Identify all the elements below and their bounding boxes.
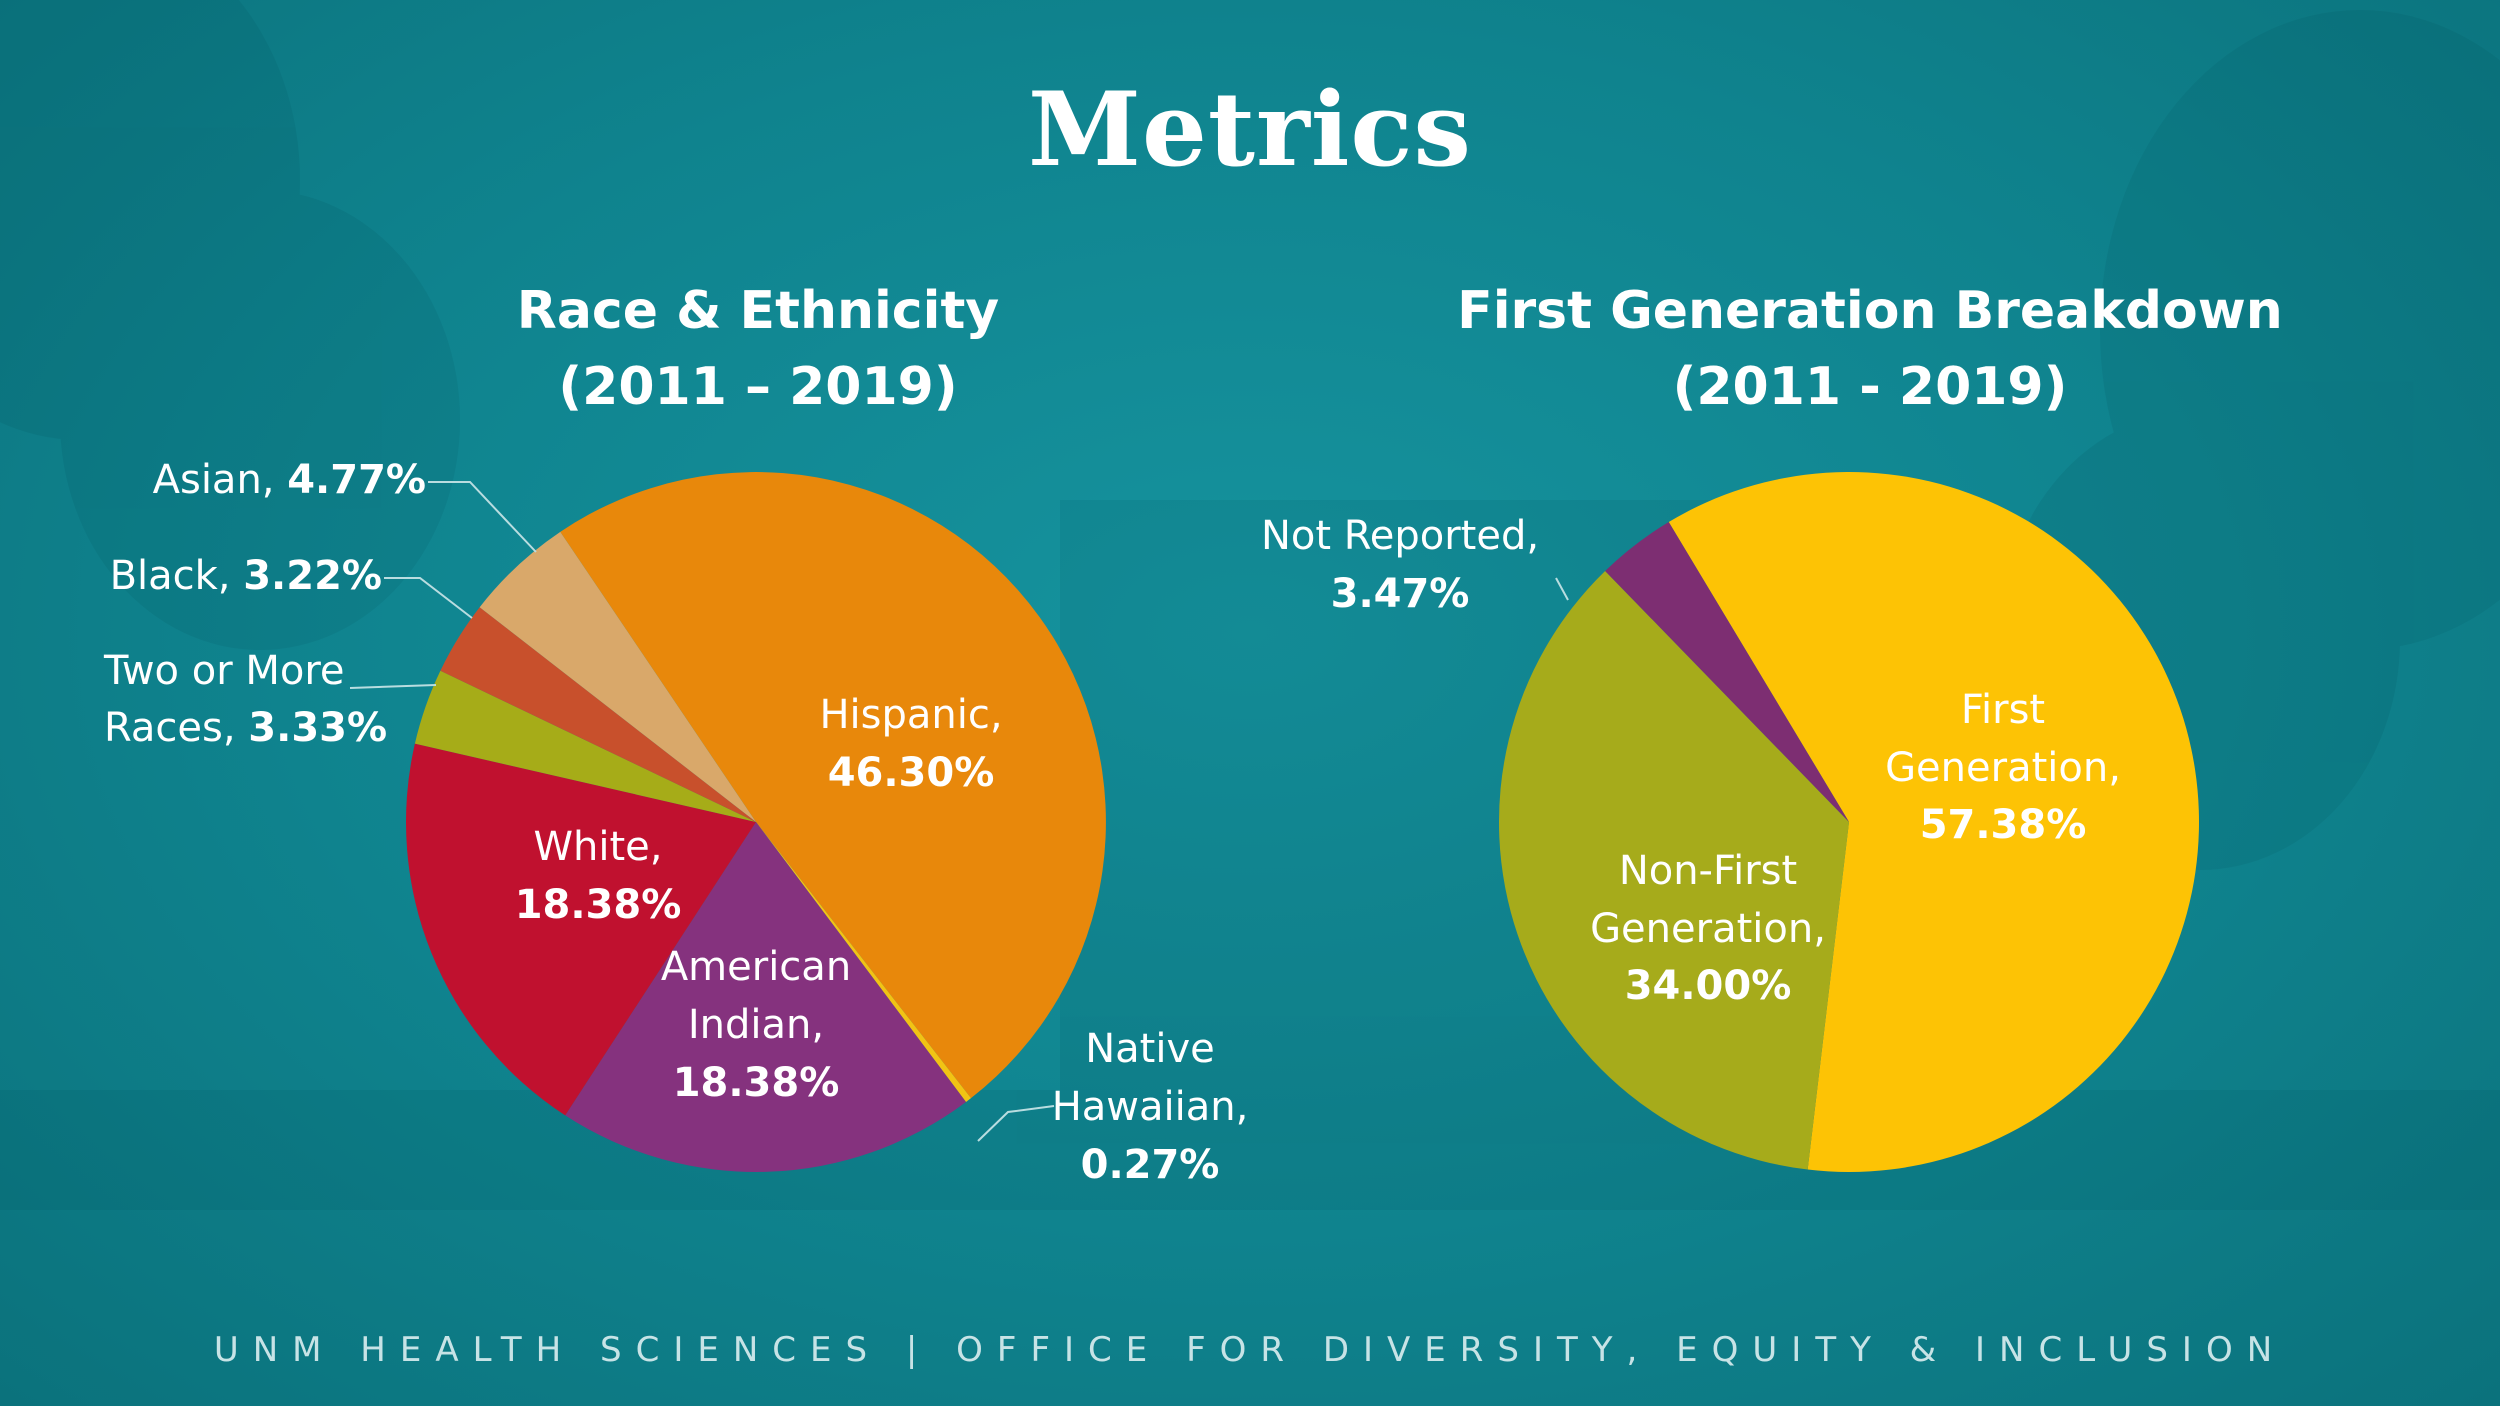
page-title: Metrics bbox=[1028, 70, 1472, 190]
firstgen-slice-not-reported bbox=[1605, 521, 1849, 822]
black-label: Black, 3.22% bbox=[110, 553, 382, 599]
asian-leader-line bbox=[428, 481, 537, 553]
firstgen-slice-non-first-generation bbox=[1498, 570, 1849, 1170]
race-chart-title-line2: (2011 – 2019) bbox=[558, 357, 958, 417]
race-pie bbox=[405, 472, 1106, 1172]
american-indian-value: 18.38% bbox=[673, 1060, 840, 1106]
race-slice-two-or-more-races bbox=[414, 670, 756, 822]
race-slice-american-indian bbox=[565, 822, 967, 1172]
two-races-value: 3.33% bbox=[248, 705, 387, 751]
native-hawaiian-value: 0.27% bbox=[1081, 1142, 1220, 1188]
race-chart-title-line1: Race & Ethnicity bbox=[516, 281, 1000, 341]
two-races-leader-line bbox=[349, 684, 437, 689]
race-slice-native-hawaiian bbox=[756, 822, 971, 1102]
first-generation-value: 57.38% bbox=[1920, 802, 2087, 848]
firstgen-chart-title-line1: First Generation Breakdown bbox=[1457, 281, 2283, 341]
american-indian-label-line1: American bbox=[661, 944, 851, 990]
race-chart-title: Race & Ethnicity (2011 – 2019) bbox=[458, 273, 1058, 425]
firstgen-chart-title-line2: (2011 - 2019) bbox=[1672, 357, 2068, 417]
native-hawaiian-label-line1: Native bbox=[1085, 1026, 1215, 1072]
first-generation-label-line1: First bbox=[1961, 687, 2045, 733]
not-reported-label: Not Reported, bbox=[1261, 513, 1539, 559]
hispanic-value: 46.30% bbox=[828, 750, 995, 796]
white-value: 18.38% bbox=[515, 882, 682, 928]
firstgen-pie bbox=[1498, 472, 2200, 1173]
native-hawaiian-label-line2: Hawaiian, bbox=[1052, 1084, 1249, 1130]
race-slice-white bbox=[405, 743, 756, 1116]
not-reported-value: 3.47% bbox=[1331, 571, 1470, 617]
two-races-label-text: Races, bbox=[104, 705, 248, 751]
asian-label: Asian, 4.77% bbox=[153, 457, 426, 503]
black-label-text: Black, bbox=[110, 553, 244, 599]
footer-text: UNM HEALTH SCIENCES | OFFICE FOR DIVERSI… bbox=[213, 1330, 2287, 1370]
non-first-generation-value: 34.00% bbox=[1625, 963, 1792, 1009]
first-generation-label-line2: Generation, bbox=[1885, 745, 2121, 791]
non-first-generation-label-line1: Non-First bbox=[1619, 848, 1797, 894]
native-hawaiian-leader-line bbox=[977, 1105, 1055, 1142]
not-reported-leader-line bbox=[1555, 577, 1569, 601]
non-first-generation-label-line2: Generation, bbox=[1590, 906, 1826, 952]
black-value: 3.22% bbox=[243, 553, 382, 599]
race-slice-hispanic bbox=[560, 472, 1106, 1099]
asian-value: 4.77% bbox=[287, 457, 426, 503]
race-slice-black bbox=[440, 607, 756, 822]
race-slice-asian bbox=[479, 531, 756, 822]
two-races-label-line2: Races, 3.33% bbox=[104, 705, 387, 751]
firstgen-chart-title: First Generation Breakdown (2011 - 2019) bbox=[1410, 273, 2330, 425]
asian-label-text: Asian, bbox=[153, 457, 288, 503]
black-leader-line bbox=[384, 577, 473, 619]
two-races-label-line1: Two or More bbox=[103, 648, 345, 694]
american-indian-label-line2: Indian, bbox=[688, 1002, 824, 1048]
hispanic-label: Hispanic, bbox=[819, 692, 1002, 738]
white-label: White, bbox=[533, 824, 662, 870]
firstgen-slice-first-generation bbox=[1668, 472, 2200, 1173]
